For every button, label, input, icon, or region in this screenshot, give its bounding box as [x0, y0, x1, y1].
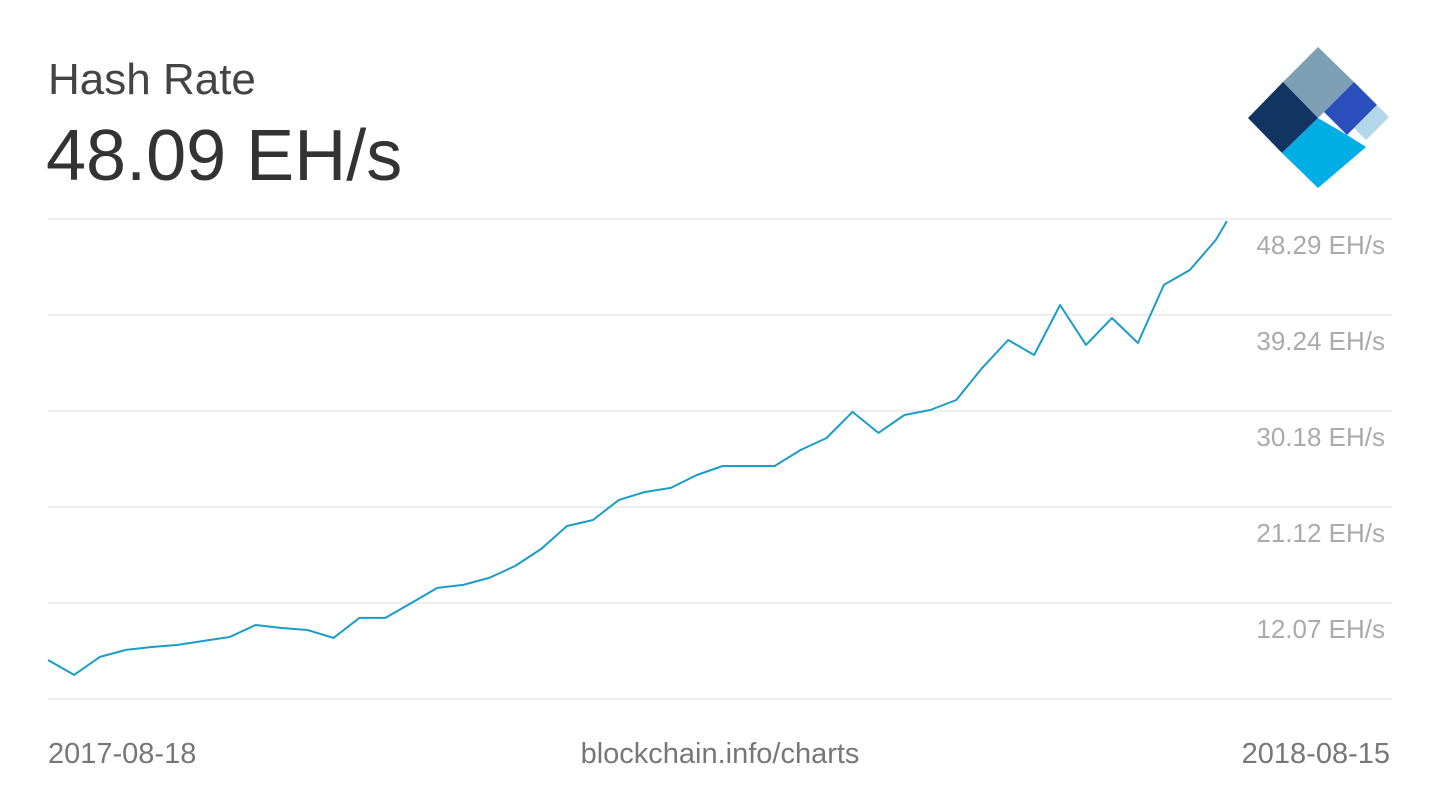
logo-part	[1324, 82, 1377, 135]
source: blockchain.info/charts	[581, 738, 860, 770]
x-end-label: 2018-08-15	[1242, 738, 1390, 770]
x-start-label: 2017-08-18	[48, 738, 196, 770]
y-tick-label: 39.24 EH/s	[1256, 326, 1385, 356]
logo-part	[1283, 47, 1354, 118]
y-tick-label: 12.07 EH/s	[1256, 614, 1385, 644]
chart-title: Hash Rate	[48, 55, 256, 104]
logo-part	[1354, 105, 1389, 140]
logo-part	[1248, 82, 1318, 153]
y-tick-label: 21.12 EH/s	[1256, 518, 1385, 548]
logo-part	[1282, 118, 1366, 188]
y-tick-label: 48.29 EH/s	[1256, 230, 1385, 260]
data-line	[47, 220, 1228, 676]
logo	[1248, 47, 1389, 188]
y-tick-label: 30.18 EH/s	[1256, 422, 1385, 452]
chart-subtitle: 48.09 EH/s	[46, 116, 402, 196]
